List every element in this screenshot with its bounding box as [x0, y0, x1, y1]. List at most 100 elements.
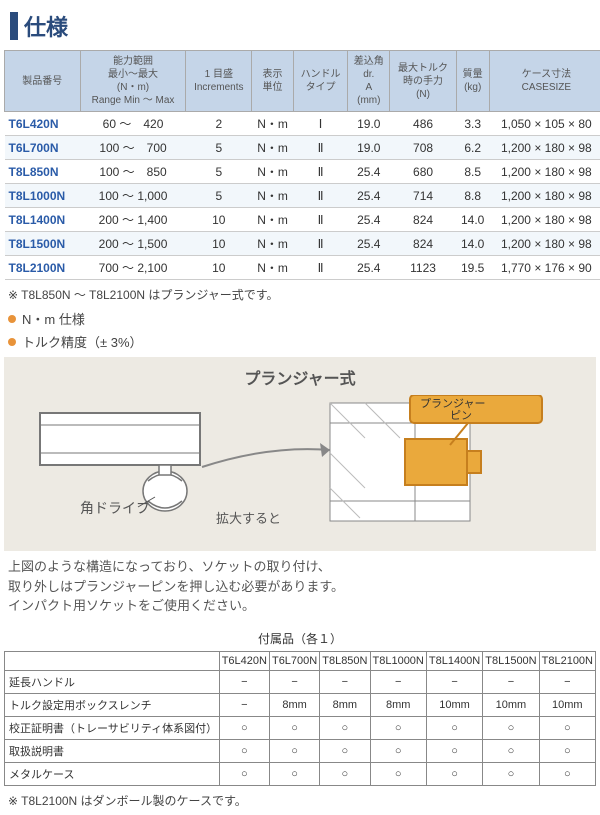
- section-title: 仕様: [10, 10, 600, 42]
- spec-header: ケース寸法CASESIZE: [489, 51, 600, 112]
- spec-header: 1 目盛Increments: [186, 51, 252, 112]
- acc-cell: ○: [219, 716, 269, 739]
- spec-cell: 10: [186, 232, 252, 256]
- spec-cell: 824: [390, 208, 456, 232]
- diagram-svg: 角ドライブ 拡大すると プランジャー ピン: [14, 395, 586, 535]
- spec-cell: Ⅱ: [293, 136, 347, 160]
- acc-cell: −: [483, 670, 539, 693]
- title-text: 仕様: [24, 10, 68, 42]
- acc-cell: 10mm: [426, 693, 482, 716]
- spec-cell: 19.0: [348, 136, 390, 160]
- acc-header: T8L850N: [320, 651, 370, 670]
- spec-cell: Ⅱ: [293, 208, 347, 232]
- acc-cell: ○: [320, 739, 370, 762]
- spec-cell: 1,200 × 180 × 98: [489, 232, 600, 256]
- acc-header: T6L420N: [219, 651, 269, 670]
- spec-cell: N・m: [252, 256, 294, 280]
- acc-cell: ○: [370, 716, 426, 739]
- spec-cell: T8L1000N: [5, 184, 81, 208]
- spec-cell: T6L700N: [5, 136, 81, 160]
- footnote-1: ※ T8L850N ～ T8L2100N はプランジャー式です。: [8, 286, 592, 303]
- spec-cell: 25.4: [348, 160, 390, 184]
- acc-cell: ○: [320, 716, 370, 739]
- acc-cell: ○: [370, 739, 426, 762]
- spec-cell: N・m: [252, 136, 294, 160]
- spec-cell: 200 ～ 1,400: [80, 208, 186, 232]
- spec-cell: 19.5: [456, 256, 489, 280]
- bullet-accuracy-text: トルク精度（± 3%）: [22, 332, 143, 351]
- acc-cell: ○: [483, 762, 539, 785]
- acc-cell: ○: [269, 739, 319, 762]
- spec-header: 製品番号: [5, 51, 81, 112]
- spec-row: T8L1400N200 ～ 1,40010N・mⅡ25.482414.01,20…: [5, 208, 600, 232]
- acc-cell: ○: [426, 716, 482, 739]
- acc-cell: ○: [426, 762, 482, 785]
- spec-cell: 1,200 × 180 × 98: [489, 208, 600, 232]
- spec-cell: 10: [186, 208, 252, 232]
- acc-cell: ○: [219, 762, 269, 785]
- acc-header: [5, 651, 220, 670]
- spec-cell: N・m: [252, 160, 294, 184]
- spec-cell: T8L2100N: [5, 256, 81, 280]
- acc-cell: ○: [483, 716, 539, 739]
- spec-cell: 486: [390, 112, 456, 136]
- spec-cell: 8.8: [456, 184, 489, 208]
- spec-cell: 25.4: [348, 232, 390, 256]
- spec-cell: Ⅰ: [293, 112, 347, 136]
- spec-cell: 1,770 × 176 × 90: [489, 256, 600, 280]
- acc-cell: −: [269, 670, 319, 693]
- acc-cell: ○: [320, 762, 370, 785]
- acc-cell: 校正証明書（トレーサビリティ体系図付）: [5, 716, 220, 739]
- acc-cell: ○: [269, 762, 319, 785]
- spec-table: 製品番号能力範囲最小～最大(N・m)Range Min ～ Max1 目盛Inc…: [4, 50, 600, 280]
- spec-cell: 5: [186, 160, 252, 184]
- acc-cell: ○: [426, 739, 482, 762]
- acc-cell: 延長ハンドル: [5, 670, 220, 693]
- spec-cell: 5: [186, 184, 252, 208]
- acc-cell: 8mm: [269, 693, 319, 716]
- spec-cell: Ⅱ: [293, 160, 347, 184]
- acc-cell: メタルケース: [5, 762, 220, 785]
- acc-cell: ○: [483, 739, 539, 762]
- title-marker: [10, 12, 18, 40]
- spec-cell: Ⅱ: [293, 256, 347, 280]
- spec-header: ハンドルタイプ: [293, 51, 347, 112]
- spec-cell: 100 ～ 700: [80, 136, 186, 160]
- acc-cell: トルク設定用ボックスレンチ: [5, 693, 220, 716]
- acc-header: T8L1500N: [483, 651, 539, 670]
- spec-cell: 1,200 × 180 × 98: [489, 160, 600, 184]
- spec-cell: T8L850N: [5, 160, 81, 184]
- acc-header: T8L1000N: [370, 651, 426, 670]
- spec-cell: 25.4: [348, 208, 390, 232]
- acc-cell: −: [219, 670, 269, 693]
- acc-cell: ○: [539, 739, 595, 762]
- spec-cell: 714: [390, 184, 456, 208]
- spec-cell: 680: [390, 160, 456, 184]
- acc-row: 取扱説明書○○○○○○○: [5, 739, 596, 762]
- spec-cell: 19.0: [348, 112, 390, 136]
- spec-cell: 14.0: [456, 232, 489, 256]
- spec-row: T8L850N100 ～ 8505N・mⅡ25.46808.51,200 × 1…: [5, 160, 600, 184]
- diagram-title: プランジャー式: [14, 365, 586, 389]
- diagram-explanation: 上図のような構造になっており、ソケットの取り付け、取り外しはプランジャーピンを押…: [8, 557, 592, 616]
- spec-cell: 1,050 × 105 × 80: [489, 112, 600, 136]
- spec-header: 最大トルク時の手力(N): [390, 51, 456, 112]
- spec-cell: 25.4: [348, 184, 390, 208]
- spec-cell: 1,200 × 180 × 98: [489, 136, 600, 160]
- spec-cell: 1123: [390, 256, 456, 280]
- spec-cell: T6L420N: [5, 112, 81, 136]
- bullet-nm-text: N・m 仕様: [22, 309, 85, 328]
- accessories-title: 付属品（各１）: [0, 630, 600, 647]
- label-zoom: 拡大すると: [216, 511, 281, 526]
- acc-cell: −: [219, 693, 269, 716]
- spec-header: 質量(kg): [456, 51, 489, 112]
- spec-cell: 60 ～ 420: [80, 112, 186, 136]
- acc-cell: 取扱説明書: [5, 739, 220, 762]
- spec-cell: 8.5: [456, 160, 489, 184]
- spec-cell: 824: [390, 232, 456, 256]
- acc-cell: 8mm: [320, 693, 370, 716]
- spec-row: T8L2100N700 ～ 2,10010N・mⅡ25.4112319.51,7…: [5, 256, 600, 280]
- spec-cell: T8L1400N: [5, 208, 81, 232]
- spec-cell: N・m: [252, 208, 294, 232]
- spec-row: T6L420N60 ～ 4202N・mⅠ19.04863.31,050 × 10…: [5, 112, 600, 136]
